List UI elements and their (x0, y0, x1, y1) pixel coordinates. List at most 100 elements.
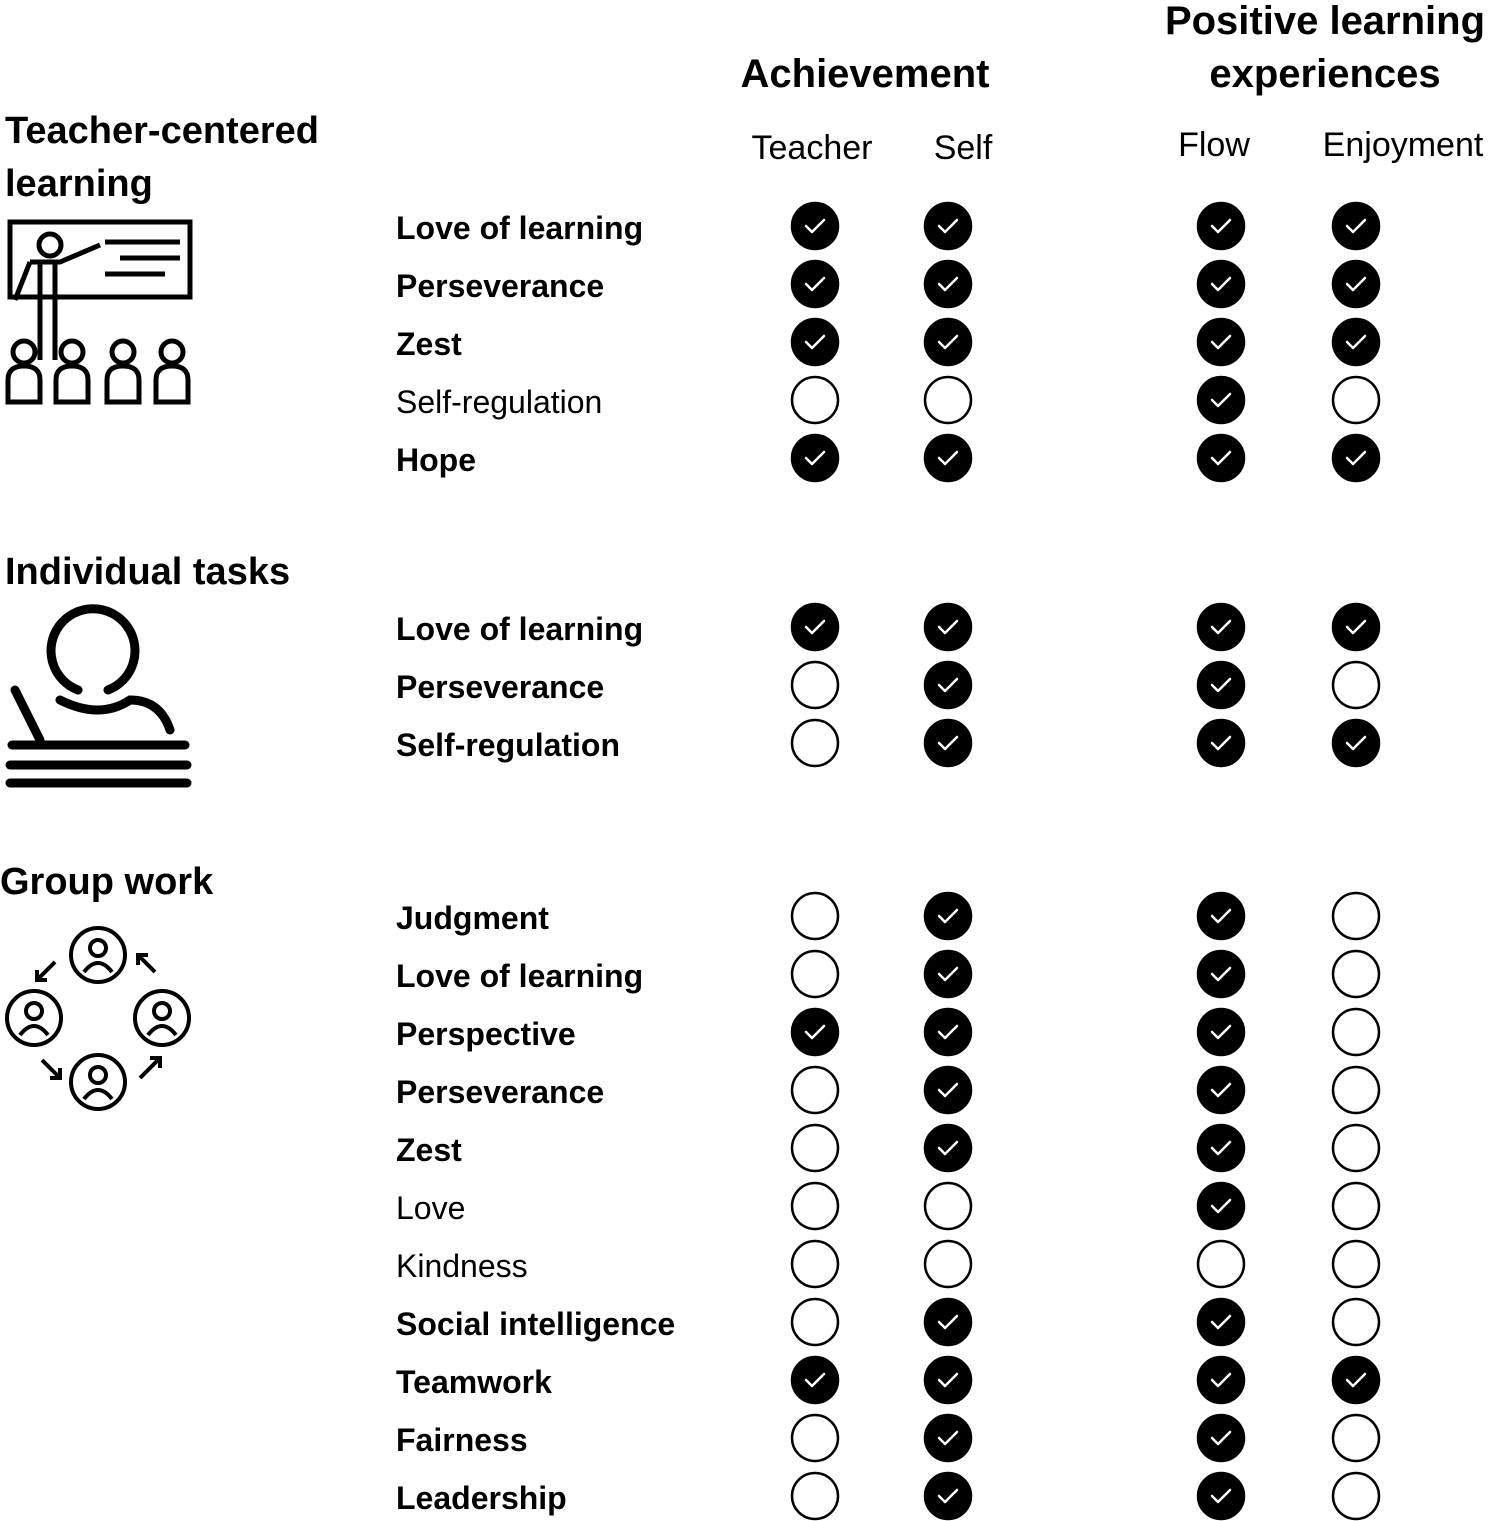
check-circle (790, 375, 840, 425)
check-tick (1210, 908, 1232, 924)
check-circle (1196, 949, 1246, 999)
row-label: Self-regulation (396, 384, 603, 420)
check-filled (923, 259, 973, 309)
check-circle (923, 1123, 973, 1173)
check-tick (1345, 450, 1367, 466)
check-tick (1210, 1140, 1232, 1156)
row-label: Love of learning (396, 611, 644, 647)
check-tick (937, 966, 959, 982)
check-filled (1196, 259, 1246, 309)
check-tick (937, 334, 959, 350)
check-filled (1331, 1355, 1381, 1405)
check-circle (1196, 1471, 1246, 1521)
check-filled (923, 949, 973, 999)
check-circle (790, 660, 840, 710)
check-empty (1331, 1123, 1381, 1173)
check-circle (923, 660, 973, 710)
check-circle (1196, 201, 1246, 251)
check-filled (790, 317, 840, 367)
check-filled (1196, 433, 1246, 483)
check-tick (804, 334, 826, 350)
check-tick (937, 1082, 959, 1098)
check-tick (937, 619, 959, 635)
check-empty (923, 375, 973, 425)
check-tick (1210, 1488, 1232, 1504)
row-label: Perspective (396, 1016, 576, 1052)
column-header: Enjoyment (1322, 126, 1484, 164)
check-circle (1331, 891, 1381, 941)
group-header: Positive learning experiences (1164, 0, 1486, 96)
check-tick (937, 1430, 959, 1446)
check-circle (923, 1413, 973, 1463)
check-circle (923, 949, 973, 999)
check-filled (923, 1413, 973, 1463)
check-empty (790, 949, 840, 999)
check-empty (790, 1297, 840, 1347)
check-tick (1345, 334, 1367, 350)
check-tick (937, 1314, 959, 1330)
check-circle (923, 1471, 973, 1521)
column-header: Self (933, 129, 993, 167)
check-circle (923, 201, 973, 251)
check-circle (1196, 660, 1246, 710)
check-tick (1345, 735, 1367, 751)
check-circle (923, 602, 973, 652)
check-tick (1210, 218, 1232, 234)
check-tick (804, 1372, 826, 1388)
check-filled (1196, 949, 1246, 999)
check-circle (1331, 1181, 1381, 1231)
check-circle (1331, 1471, 1381, 1521)
check-empty (1331, 1471, 1381, 1521)
check-circle (923, 1239, 973, 1289)
row-label: Teamwork (396, 1364, 552, 1400)
check-filled (923, 1007, 973, 1057)
row-label: Perseverance (396, 268, 605, 304)
check-circle (1196, 1413, 1246, 1463)
row-label: Judgment (396, 900, 549, 936)
check-tick (937, 1372, 959, 1388)
check-tick (1210, 1198, 1232, 1214)
check-circle (790, 891, 840, 941)
check-tick (937, 908, 959, 924)
check-circle (923, 1297, 973, 1347)
check-filled (923, 201, 973, 251)
check-tick (1345, 1372, 1367, 1388)
check-empty (1331, 375, 1381, 425)
check-filled (1196, 1355, 1246, 1405)
check-circle (923, 891, 973, 941)
check-empty (790, 375, 840, 425)
check-filled (1331, 433, 1381, 483)
column-header: Flow (1178, 126, 1250, 164)
check-filled (1196, 1297, 1246, 1347)
check-tick (1210, 619, 1232, 635)
check-filled (923, 718, 973, 768)
check-circle (790, 602, 840, 652)
check-tick (804, 276, 826, 292)
check-circle (790, 1239, 840, 1289)
group-icon (5, 926, 191, 1111)
check-circle (1196, 433, 1246, 483)
row-label: Perseverance (396, 669, 605, 705)
check-tick (804, 218, 826, 234)
check-circle (1331, 433, 1381, 483)
section-title: Teacher-centered learning (5, 110, 319, 205)
check-filled (1331, 201, 1381, 251)
check-empty (790, 718, 840, 768)
check-filled (923, 433, 973, 483)
check-tick (937, 218, 959, 234)
check-tick (1210, 735, 1232, 751)
check-tick (1210, 1024, 1232, 1040)
check-circle (1196, 1239, 1246, 1289)
check-filled (1196, 718, 1246, 768)
check-empty (1331, 1065, 1381, 1115)
check-empty (790, 1065, 840, 1115)
check-filled (1331, 718, 1381, 768)
check-filled (923, 317, 973, 367)
row-label: Perseverance (396, 1074, 605, 1110)
check-filled (1196, 660, 1246, 710)
check-empty (790, 891, 840, 941)
check-circle (790, 201, 840, 251)
check-circle (1331, 317, 1381, 367)
group-header: Achievement (740, 52, 990, 96)
